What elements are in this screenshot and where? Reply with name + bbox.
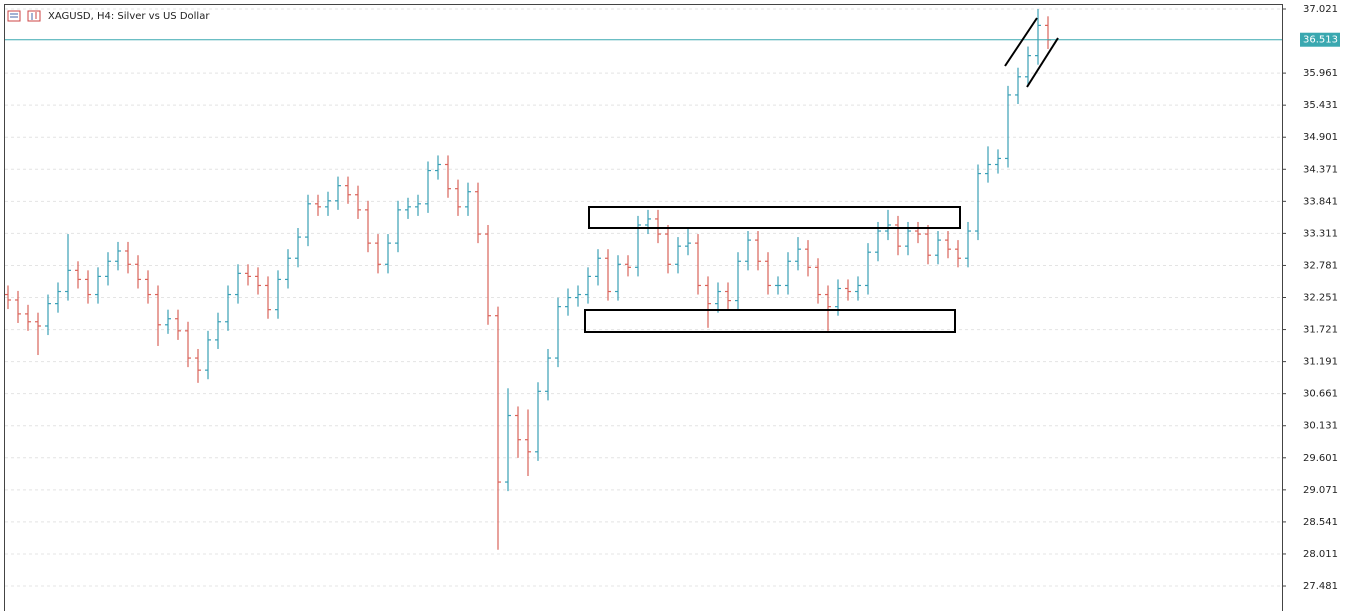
y-tick-label: 33.311 [1303, 228, 1338, 239]
y-tick-label: 29.601 [1303, 453, 1338, 464]
y-tick-label: 32.251 [1303, 293, 1338, 304]
chart-title: XAGUSD, H4: Silver vs US Dollar [48, 11, 210, 22]
last-price-box [1300, 32, 1340, 47]
icon [27, 10, 41, 22]
last-price-label: 36.513 [1303, 35, 1338, 46]
y-tick-label: 34.901 [1303, 132, 1338, 143]
y-tick-label: 29.071 [1303, 485, 1338, 496]
y-tick-label: 32.781 [1303, 260, 1338, 271]
y-tick-label: 27.481 [1303, 581, 1338, 592]
y-tick-label: 34.371 [1303, 164, 1338, 175]
y-tick-label: 31.721 [1303, 325, 1338, 336]
y-tick-label: 30.661 [1303, 389, 1338, 400]
channel-line [1026, 37, 1059, 88]
bars [5, 9, 1282, 550]
channel-line [1004, 17, 1038, 67]
resistance-box [588, 206, 961, 229]
y-tick-label: 35.431 [1303, 100, 1338, 111]
symbol-icons [7, 10, 41, 22]
y-tick-label: 28.541 [1303, 517, 1338, 528]
price-axis: 37.021 35.961 35.431 34.901 34.371 33.841 33.3… [1282, 4, 1340, 592]
y-tick-label: 30.131 [1303, 421, 1338, 432]
y-tick-label: 35.961 [1303, 68, 1338, 79]
icon [7, 10, 21, 22]
plot-frame [4, 4, 1283, 611]
y-tick-label: 33.841 [1303, 196, 1338, 207]
y-tick-label: 28.011 [1303, 549, 1338, 560]
support-box [584, 309, 956, 333]
y-tick-label: 31.191 [1303, 357, 1338, 368]
y-tick-label: 37.021 [1303, 4, 1338, 15]
drawings [584, 17, 1059, 333]
